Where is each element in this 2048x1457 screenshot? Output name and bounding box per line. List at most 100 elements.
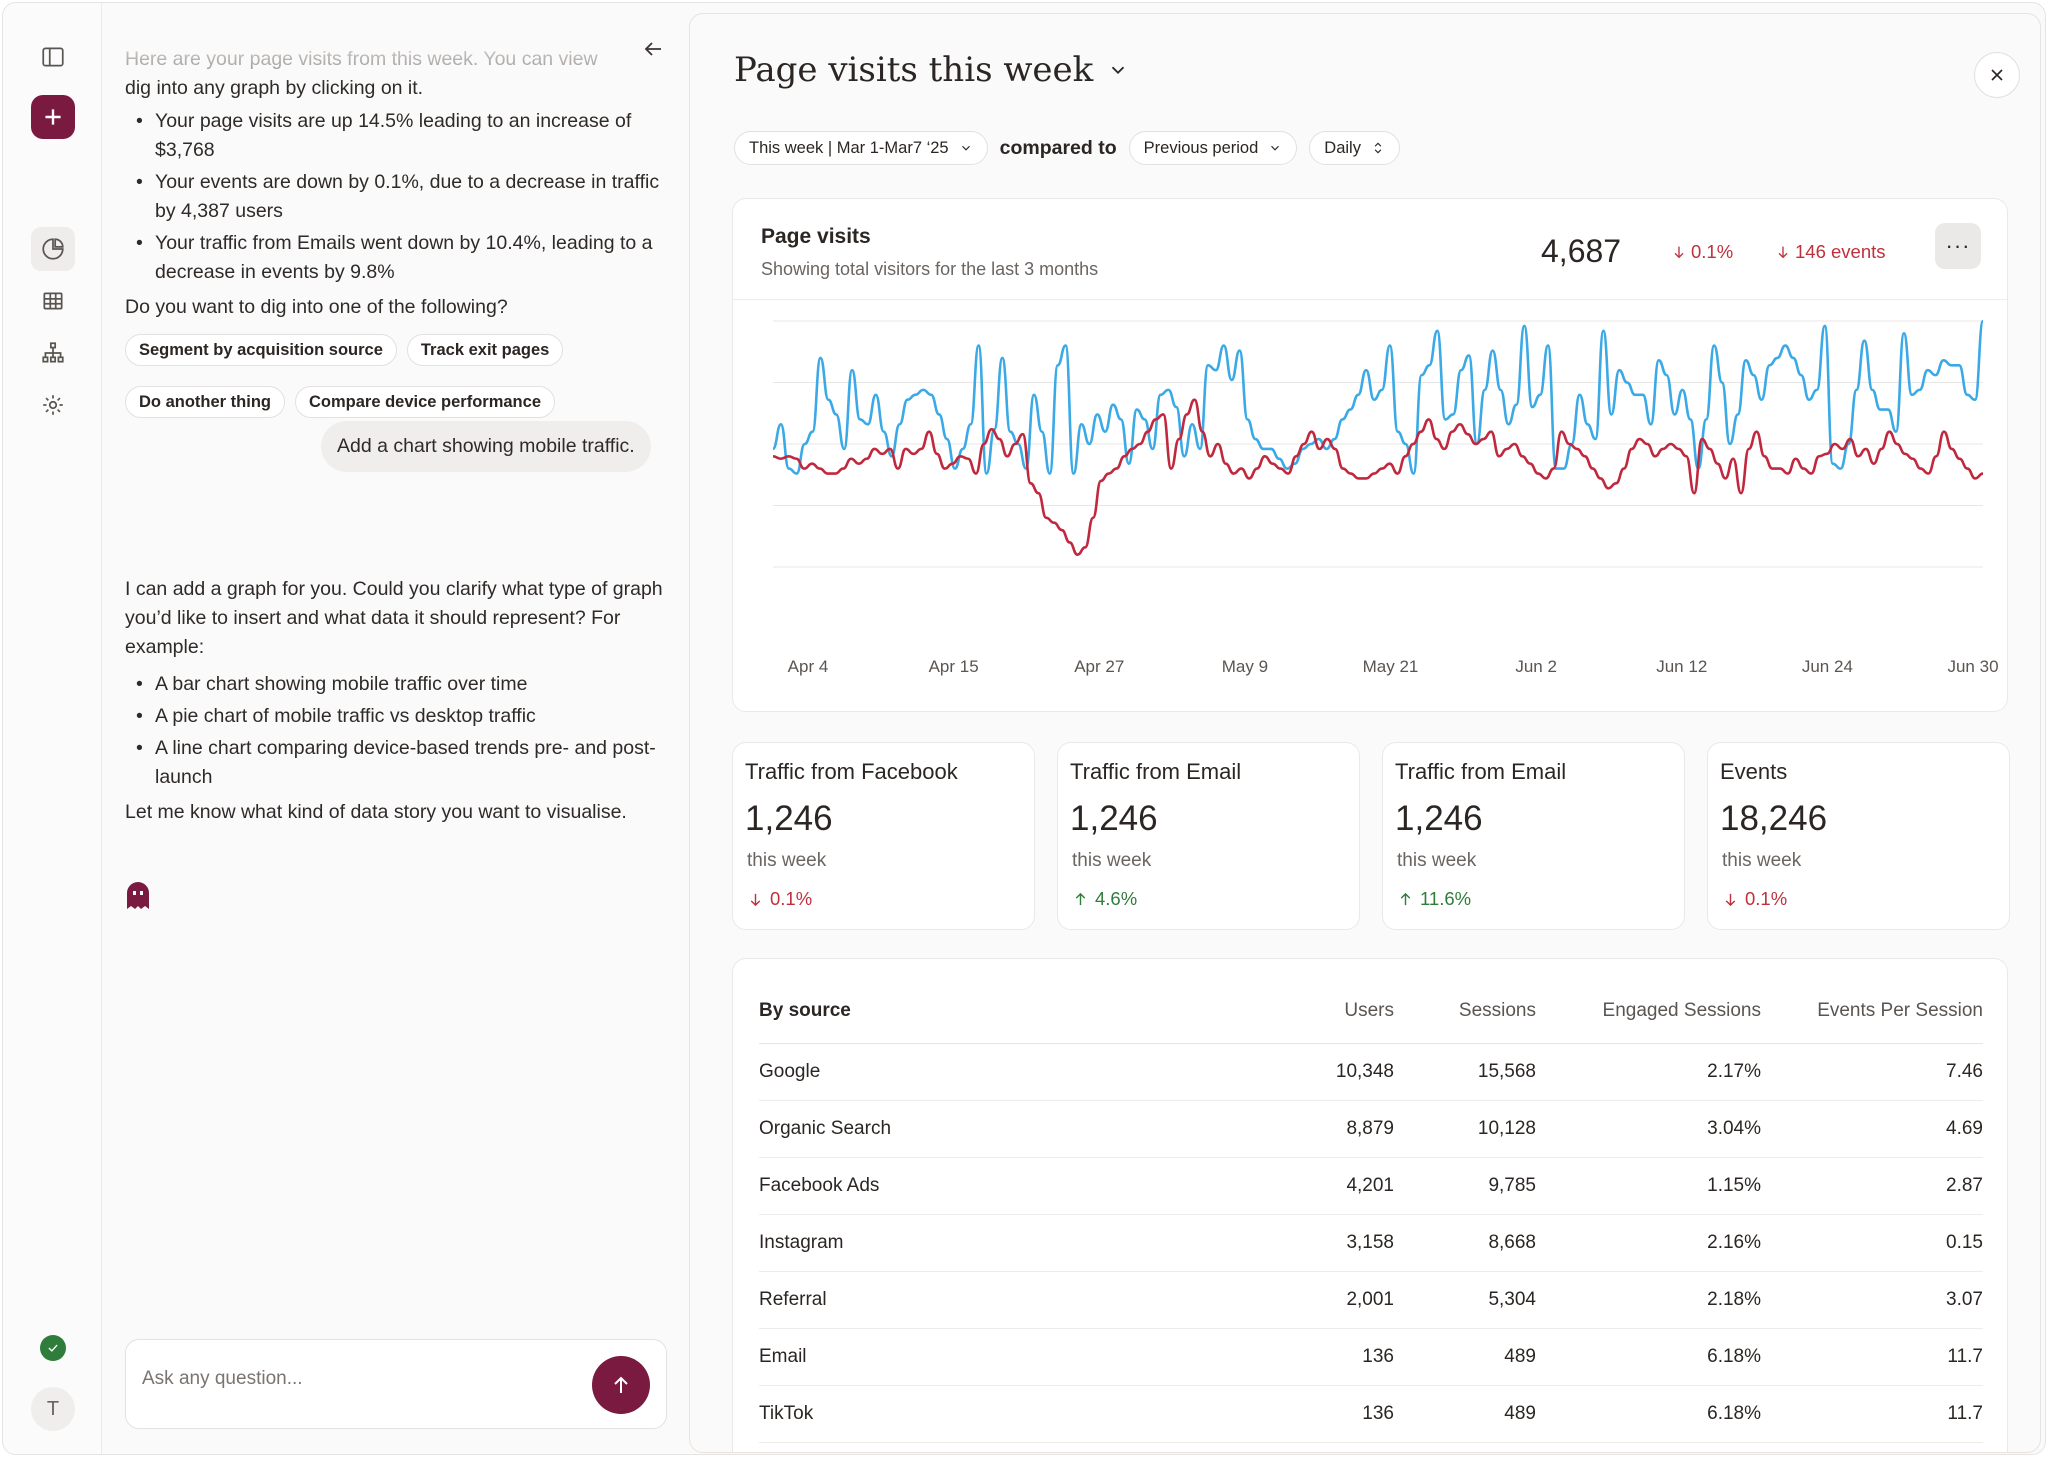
x-tick-label: Jun 2 — [1515, 657, 1557, 676]
send-button[interactable] — [592, 1356, 650, 1414]
date-range-select[interactable]: This week | Mar 1-Mar7 ‘25 — [734, 131, 988, 165]
chart-subtitle: Showing total visitors for the last 3 mo… — [761, 259, 1099, 279]
stat-value: 1,246 — [1395, 799, 1483, 838]
sidebar-toggle-icon[interactable] — [31, 35, 75, 79]
chip-compare-device[interactable]: Compare device performance — [294, 386, 555, 418]
suggestion-chips: Segment by acquisition source Track exit… — [125, 334, 595, 428]
value-cell: 2.16% — [1536, 1214, 1761, 1272]
table-row[interactable]: Facebook Ads 4,201 9,785 1.15% 2.87 — [759, 1157, 1983, 1215]
arrow-up-icon — [1400, 892, 1411, 905]
stat-card[interactable]: Events 18,246 this week 0.1% — [1707, 742, 2010, 930]
column-header[interactable]: Sessions — [1394, 979, 1536, 1044]
line-chart[interactable] — [733, 309, 2009, 649]
settings-gear-icon[interactable] — [31, 383, 75, 427]
series-line-blue[interactable] — [771, 319, 1985, 475]
granularity-select[interactable]: Daily — [1309, 131, 1400, 165]
granularity-label: Daily — [1324, 138, 1361, 157]
more-options-button[interactable]: ··· — [1935, 223, 1981, 269]
value-cell: 0.15 — [1761, 1214, 1983, 1272]
follow-up-question: Do you want to dig into one of the follo… — [125, 296, 508, 318]
table-header-row: By source Users Sessions Engaged Session… — [759, 979, 1983, 1044]
page-visits-card[interactable]: Page visits Showing total visitors for t… — [732, 198, 2008, 712]
table-row[interactable]: Email 136 489 6.18% 11.7 — [759, 1328, 1983, 1386]
stat-delta-value: 0.1% — [1745, 888, 1788, 909]
value-cell: 11.7 — [1761, 1385, 1983, 1443]
compare-period-select[interactable]: Previous period — [1128, 131, 1298, 165]
value-cell: 489 — [1394, 1385, 1536, 1443]
column-header[interactable]: Engaged Sessions — [1536, 979, 1761, 1044]
stat-value: 18,246 — [1720, 799, 1828, 838]
list-item: Your events are down by 0.1%, due to a d… — [125, 168, 665, 226]
stat-card[interactable]: Traffic from Email 1,246 this week 11.6% — [1382, 742, 1685, 930]
x-tick-label: Jun 30 — [1947, 657, 1999, 676]
column-header[interactable]: Users — [1219, 979, 1394, 1044]
value-cell: 136 — [1219, 1328, 1394, 1386]
sitemap-icon[interactable] — [31, 331, 75, 375]
reply-intro: I can add a graph for you. Could you cla… — [125, 578, 663, 658]
table-row[interactable]: Google 10,348 15,568 2.17% 7.46 — [759, 1043, 1983, 1101]
table-row[interactable]: Instagram 3,158 8,668 2.16% 0.15 — [759, 1214, 1983, 1272]
stat-delta-value: 4.6% — [1095, 888, 1138, 909]
stat-title: Traffic from Email — [1395, 759, 1567, 784]
x-tick-label: May 9 — [1221, 657, 1269, 676]
source-cell: Google — [759, 1043, 1219, 1101]
table-row[interactable]: TikTok 136 489 6.18% 11.7 — [759, 1385, 1983, 1443]
stat-card[interactable]: Traffic from Facebook 1,246 this week 0.1% — [732, 742, 1035, 930]
value-cell: 4.69 — [1761, 1100, 1983, 1158]
assistant-message-1: Here are your page visits from this week… — [125, 48, 665, 428]
details-panel: Page visits this week This week | Mar 1-… — [689, 13, 2041, 1453]
back-arrow-icon[interactable] — [635, 31, 671, 67]
by-source-table: By source Users Sessions Engaged Session… — [759, 979, 1983, 1443]
close-button[interactable] — [1974, 52, 2020, 98]
value-cell: 7.46 — [1761, 1043, 1983, 1101]
chip-segment-by-source[interactable]: Segment by acquisition source — [125, 334, 397, 366]
stat-period: this week — [747, 850, 827, 871]
value-cell: 2.17% — [1536, 1043, 1761, 1101]
value-cell: 5,304 — [1394, 1271, 1536, 1329]
intro-line-1: Here are your page visits from this week… — [125, 48, 598, 70]
table-row[interactable]: Organic Search 8,879 10,128 3.04% 4.69 — [759, 1100, 1983, 1158]
chevron-updown-icon — [1374, 142, 1382, 154]
close-icon — [1991, 69, 2003, 81]
source-cell: TikTok — [759, 1385, 1219, 1443]
reply-list: A bar chart showing mobile traffic over … — [125, 670, 665, 792]
card-divider — [733, 299, 2007, 300]
stat-delta-value: 0.1% — [770, 888, 813, 909]
value-cell: 11.7 — [1761, 1328, 1983, 1386]
intro-line-2: dig into any graph by clicking on it. — [125, 77, 424, 99]
list-item: Your page visits are up 14.5% leading to… — [125, 107, 665, 165]
pie-chart-icon[interactable] — [31, 227, 75, 271]
series-line-red[interactable] — [772, 398, 1984, 557]
value-cell: 2,001 — [1219, 1271, 1394, 1329]
stat-period: this week — [1722, 850, 1802, 871]
panel-title[interactable]: Page visits this week — [734, 50, 1129, 90]
value-cell: 6.18% — [1536, 1328, 1761, 1386]
arrow-down-icon — [1778, 246, 1788, 259]
x-tick-label: Jun 24 — [1801, 657, 1853, 676]
list-item: A pie chart of mobile traffic vs desktop… — [125, 702, 665, 731]
source-cell: Organic Search — [759, 1100, 1219, 1158]
column-header[interactable]: By source — [759, 979, 1219, 1044]
chip-do-another-thing[interactable]: Do another thing — [125, 386, 285, 418]
ask-input[interactable] — [142, 1368, 542, 1390]
list-item: Your traffic from Emails went down by 10… — [125, 229, 665, 287]
intro-text: Here are your page visits from this week… — [125, 45, 665, 74]
value-cell: 136 — [1219, 1385, 1394, 1443]
table-icon[interactable] — [31, 279, 75, 323]
stat-card[interactable]: Traffic from Email 1,246 this week 4.6% — [1057, 742, 1360, 930]
source-cell: Email — [759, 1328, 1219, 1386]
chevron-down-icon — [961, 145, 970, 151]
chip-track-exit-pages[interactable]: Track exit pages — [406, 334, 564, 366]
date-range-label: This week | Mar 1-Mar7 ‘25 — [749, 138, 949, 157]
stat-delta-value: 11.6% — [1420, 888, 1472, 909]
delta-events: 146 events — [1775, 241, 1886, 263]
new-chat-button[interactable] — [31, 95, 75, 139]
stat-period: this week — [1072, 850, 1152, 871]
table-row[interactable]: Referral 2,001 5,304 2.18% 3.07 — [759, 1271, 1983, 1329]
stat-title: Events — [1720, 759, 1788, 784]
x-tick-label: May 21 — [1362, 657, 1419, 676]
user-avatar[interactable]: T — [31, 1387, 75, 1431]
by-source-card: By source Users Sessions Engaged Session… — [732, 958, 2008, 1452]
column-header[interactable]: Events Per Session — [1761, 979, 1983, 1044]
value-cell: 10,128 — [1394, 1100, 1536, 1158]
